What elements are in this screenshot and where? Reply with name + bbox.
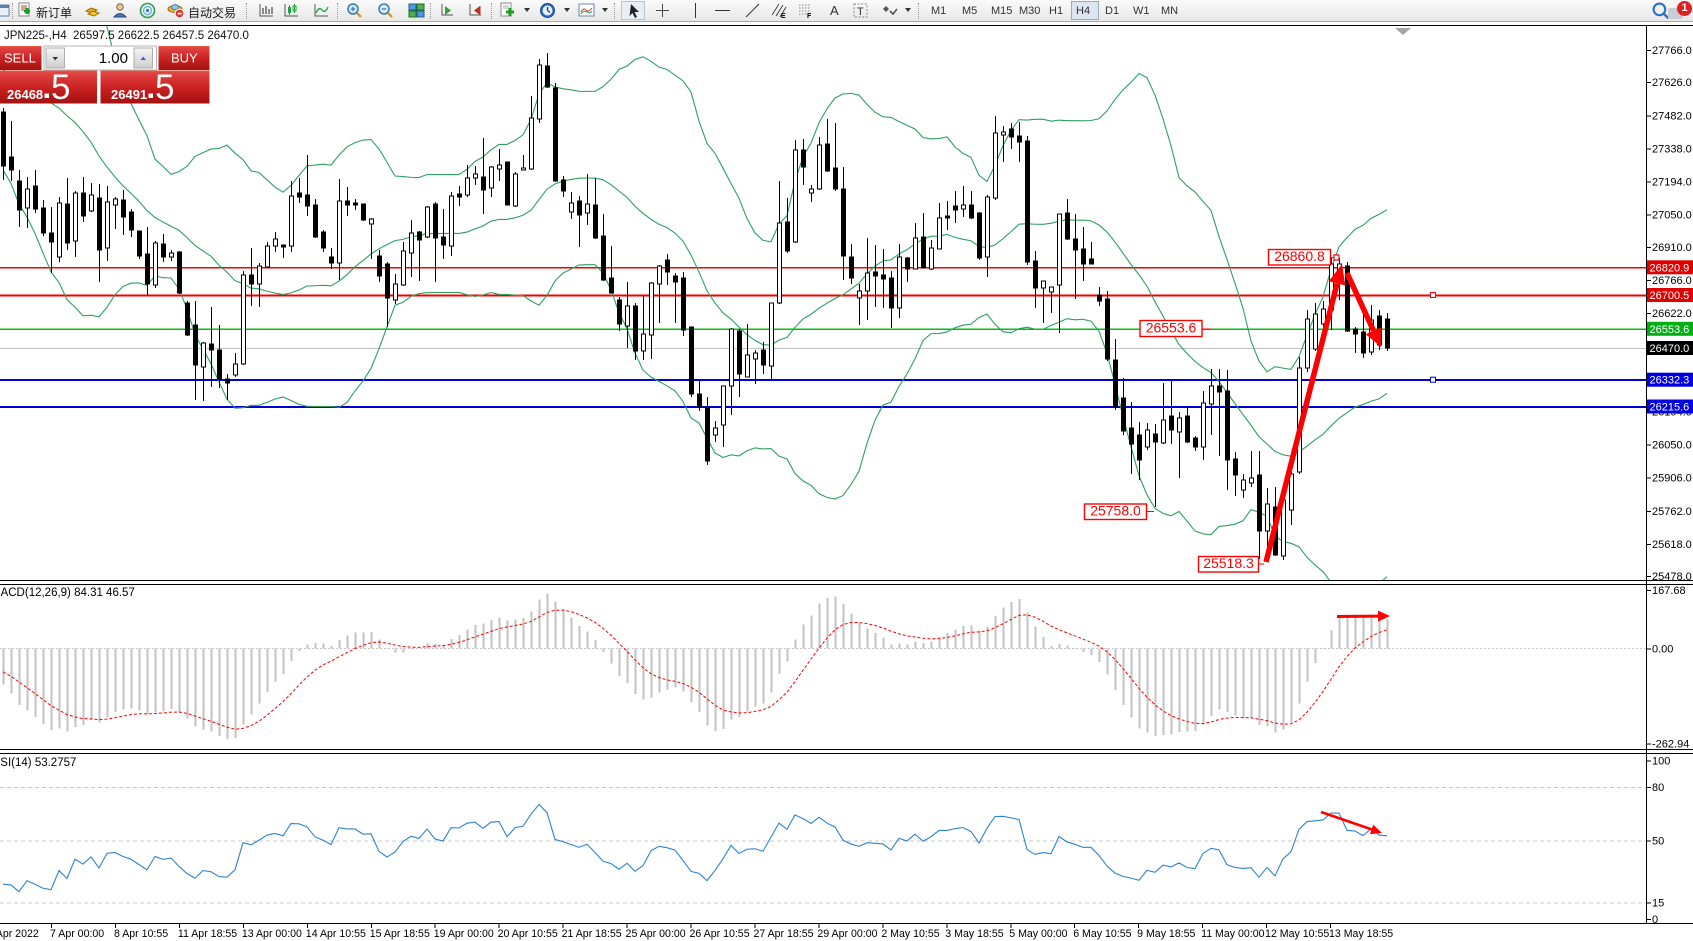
svg-text:3 May 18:55: 3 May 18:55 xyxy=(945,928,1003,940)
svg-text:25478.0: 25478.0 xyxy=(1652,571,1692,583)
svg-text:5 May 00:00: 5 May 00:00 xyxy=(1009,928,1067,940)
svg-text:27 Apr 18:55: 27 Apr 18:55 xyxy=(753,928,813,940)
svg-text:13 Apr 00:00: 13 Apr 00:00 xyxy=(242,928,302,940)
svg-text:25 Apr 00:00: 25 Apr 00:00 xyxy=(626,928,686,940)
svg-text:2 May 10:55: 2 May 10:55 xyxy=(881,928,939,940)
svg-text:26215.6: 26215.6 xyxy=(1650,401,1690,413)
svg-text:15 Apr 18:55: 15 Apr 18:55 xyxy=(370,928,430,940)
svg-text:26910.0: 26910.0 xyxy=(1652,242,1692,254)
svg-text:25758.0: 25758.0 xyxy=(1090,503,1141,519)
svg-text:27338.0: 27338.0 xyxy=(1652,143,1692,155)
svg-text:20 Apr 10:55: 20 Apr 10:55 xyxy=(498,928,558,940)
svg-text:25618.0: 25618.0 xyxy=(1652,539,1692,551)
svg-text:0: 0 xyxy=(1652,914,1658,926)
svg-text:-262.94: -262.94 xyxy=(1652,739,1689,751)
svg-text:12 May 10:55: 12 May 10:55 xyxy=(1265,928,1329,940)
svg-text:E: E xyxy=(781,13,786,19)
svg-text:26332.3: 26332.3 xyxy=(1650,375,1690,387)
svg-text:27050.0: 27050.0 xyxy=(1652,210,1692,222)
svg-text:26 Apr 10:55: 26 Apr 10:55 xyxy=(690,928,750,940)
svg-text:SELL: SELL xyxy=(4,51,36,66)
svg-text:6 May 10:55: 6 May 10:55 xyxy=(1073,928,1131,940)
svg-text:26766.0: 26766.0 xyxy=(1652,275,1692,287)
svg-text:29 Apr 00:00: 29 Apr 00:00 xyxy=(817,928,877,940)
svg-text:9 May 18:55: 9 May 18:55 xyxy=(1137,928,1195,940)
svg-text:26050.0: 26050.0 xyxy=(1652,440,1692,452)
svg-text:27626.0: 27626.0 xyxy=(1652,77,1692,89)
svg-text:50: 50 xyxy=(1652,836,1664,848)
svg-text:26622.0: 26622.0 xyxy=(1652,308,1692,320)
svg-text:26553.6: 26553.6 xyxy=(1146,320,1197,336)
svg-text:26553.6: 26553.6 xyxy=(1650,324,1690,336)
svg-text:25762.0: 25762.0 xyxy=(1652,506,1692,518)
svg-text:MACD(12,26,9) 84.31 46.57: MACD(12,26,9) 84.31 46.57 xyxy=(0,587,135,599)
svg-text:14 Apr 10:55: 14 Apr 10:55 xyxy=(306,928,366,940)
svg-text:5: 5 xyxy=(51,68,70,107)
svg-text:13 May 18:55: 13 May 18:55 xyxy=(1329,928,1393,940)
svg-text:21 Apr 18:55: 21 Apr 18:55 xyxy=(562,928,622,940)
svg-text:15: 15 xyxy=(1652,898,1664,910)
svg-text:11 Apr 18:55: 11 Apr 18:55 xyxy=(178,928,237,940)
svg-text:JPN225-,H4 26597.5 26622.5 26: JPN225-,H4 26597.5 26622.5 26457.5 26470… xyxy=(4,30,249,42)
svg-text:27194.0: 27194.0 xyxy=(1652,177,1692,189)
svg-text:25906.0: 25906.0 xyxy=(1652,473,1692,485)
svg-text:26700.5: 26700.5 xyxy=(1650,290,1690,302)
svg-text:100: 100 xyxy=(1652,756,1670,768)
svg-text:5: 5 xyxy=(155,68,174,107)
svg-text:T: T xyxy=(857,6,864,18)
svg-text:27482.0: 27482.0 xyxy=(1652,110,1692,122)
svg-text:11 May 00:00: 11 May 00:00 xyxy=(1201,928,1265,940)
svg-text:27766.0: 27766.0 xyxy=(1652,45,1692,57)
svg-text:8 Apr 10:55: 8 Apr 10:55 xyxy=(114,928,168,940)
svg-text:25518.3: 25518.3 xyxy=(1203,555,1254,571)
svg-text:26820.9: 26820.9 xyxy=(1650,262,1690,274)
svg-text:6 Apr 2022: 6 Apr 2022 xyxy=(0,928,39,940)
svg-text:RSI(14) 53.2757: RSI(14) 53.2757 xyxy=(0,757,76,769)
svg-text:0.00: 0.00 xyxy=(1652,644,1673,656)
svg-text:7 Apr 00:00: 7 Apr 00:00 xyxy=(50,928,104,940)
svg-text:26470.0: 26470.0 xyxy=(1650,343,1690,355)
svg-text:26491: 26491 xyxy=(111,87,147,102)
svg-text:26468: 26468 xyxy=(7,87,43,102)
svg-text:F: F xyxy=(807,13,812,19)
svg-text:1.00: 1.00 xyxy=(99,50,128,67)
svg-text:26860.8: 26860.8 xyxy=(1274,248,1325,264)
svg-text:A: A xyxy=(830,3,839,18)
svg-text:BUY: BUY xyxy=(171,51,198,66)
svg-text:167.68: 167.68 xyxy=(1652,585,1686,597)
svg-text:80: 80 xyxy=(1652,782,1664,794)
svg-text:19 Apr 00:00: 19 Apr 00:00 xyxy=(434,928,494,940)
